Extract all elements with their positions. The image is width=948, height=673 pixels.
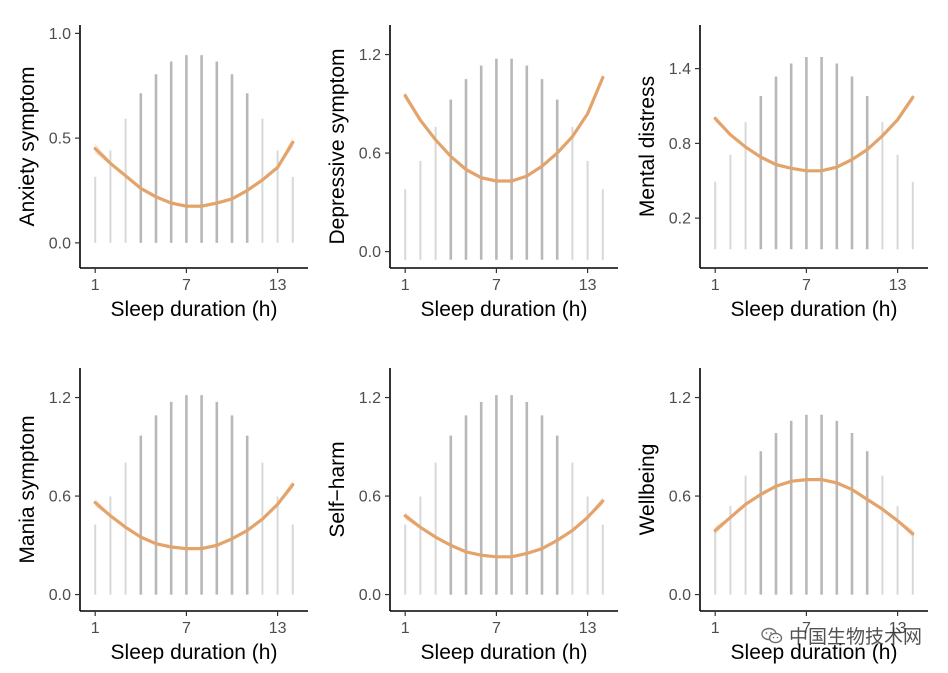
x-tick-label: 13: [269, 620, 287, 637]
panel-depressive: 1 7 13 0.0 0.6 1.2 Sleep duration (h) Depressiv…: [326, 25, 618, 321]
wechat-icon: [761, 627, 783, 643]
y-axis-title: Wellbeing: [636, 444, 659, 536]
y-tick-label: 0.0: [49, 587, 71, 604]
x-axis-title: Sleep duration (h): [731, 298, 898, 321]
x-tick-label: 1: [91, 620, 100, 637]
panel-mental-distress: 1 7 13 0.2 0.8 1.4 Sleep duration (h) Mental di…: [636, 25, 928, 321]
x-tick-label: 13: [889, 277, 907, 294]
fit-curve: [403, 499, 605, 559]
fit-curve: [403, 75, 605, 183]
x-axis-title: Sleep duration (h): [111, 298, 278, 321]
y-tick-label: 0.6: [669, 489, 691, 506]
y-tick-label: 1.4: [669, 61, 691, 78]
x-tick-label: 1: [711, 620, 720, 637]
y-tick-label: 1.2: [669, 390, 691, 407]
y-tick-label: 0.0: [49, 235, 71, 252]
x-axis-title: Sleep duration (h): [111, 641, 278, 664]
y-tick-label: 1.2: [359, 47, 381, 64]
panel-wellbeing: 1 7 13 0.0 0.6 1.2 Sleep duration (h) Wellbeing: [636, 368, 928, 664]
x-tick-label: 7: [182, 277, 191, 294]
fit-curve: [93, 140, 295, 208]
y-axis-title: Mania symptom: [16, 415, 39, 563]
y-tick-label: 1.2: [49, 390, 71, 407]
y-tick-label: 0.6: [359, 489, 381, 506]
y-axis-title: Depressive symptom: [326, 48, 349, 244]
y-axis-title: Self−harm: [326, 441, 349, 537]
y-tick-label: 1.0: [49, 26, 71, 43]
panel-self-harm: 1 7 13 0.0 0.6 1.2 Sleep duration (h) Self−harm: [326, 368, 618, 664]
x-tick-label: 1: [711, 277, 720, 294]
y-axis-title: Mental distress: [636, 76, 659, 217]
x-axis-title: Sleep duration (h): [421, 641, 588, 664]
y-tick-label: 0.0: [359, 244, 381, 261]
watermark-text: 中国生物技术网: [788, 626, 922, 648]
x-tick-label: 7: [802, 620, 811, 637]
watermark: 中国生物技术网: [761, 622, 922, 649]
fit-curve: [713, 95, 915, 173]
x-tick-label: 1: [91, 277, 100, 294]
y-tick-label: 0.5: [49, 131, 71, 148]
panel-anxiety: 1 7 13 0.0 0.5 1.0 Sleep duration (h) Anxiety s…: [16, 25, 308, 321]
x-axis-title: Sleep duration (h): [731, 641, 898, 664]
y-tick-label: 0.0: [359, 587, 381, 604]
x-tick-label: 7: [492, 277, 501, 294]
x-tick-label: 1: [401, 620, 410, 637]
y-tick-label: 0.0: [669, 587, 691, 604]
x-tick-label: 7: [802, 277, 811, 294]
y-tick-label: 0.2: [669, 211, 691, 228]
y-tick-label: 0.6: [49, 489, 71, 506]
y-tick-label: 0.6: [359, 146, 381, 163]
x-tick-label: 13: [889, 620, 907, 637]
panel-mania: 1 7 13 0.0 0.6 1.2 Sleep duration (h) Mania sym…: [16, 368, 308, 664]
x-tick-label: 13: [579, 620, 597, 637]
y-tick-label: 1.2: [359, 390, 381, 407]
x-tick-label: 13: [269, 277, 287, 294]
y-axis-title: Anxiety symptom: [16, 67, 39, 227]
x-tick-label: 1: [401, 277, 410, 294]
fit-curve: [713, 478, 915, 536]
fit-curve: [93, 483, 295, 551]
x-tick-label: 13: [579, 277, 597, 294]
x-axis-title: Sleep duration (h): [421, 298, 588, 321]
x-tick-label: 7: [182, 620, 191, 637]
x-tick-label: 7: [492, 620, 501, 637]
y-tick-label: 0.8: [669, 136, 691, 153]
